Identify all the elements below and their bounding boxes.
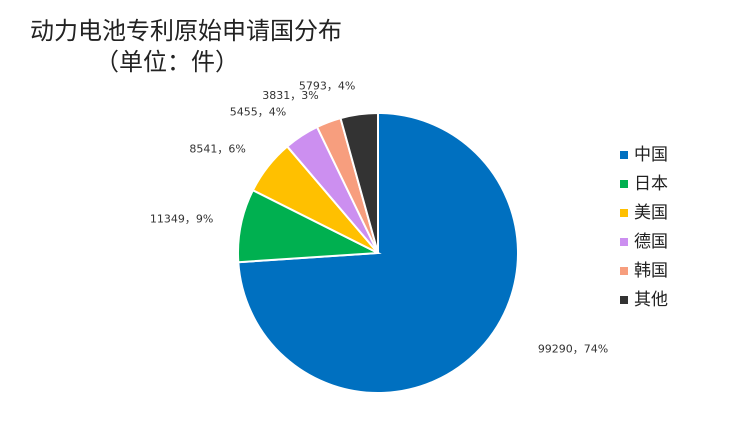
legend-label: 中国: [634, 145, 668, 165]
legend-label: 美国: [634, 203, 668, 223]
legend-marker: [620, 151, 628, 159]
data-label: 8541，6%: [189, 142, 245, 155]
legend-label: 德国: [634, 232, 668, 252]
data-label: 5793，4%: [299, 80, 355, 93]
data-label: 5455，4%: [230, 105, 286, 118]
chart-subtitle: （单位：件）: [95, 48, 239, 76]
chart-title: 动力电池专利原始申请国分布: [30, 17, 342, 45]
legend-label: 其他: [634, 290, 668, 310]
legend-marker: [620, 267, 628, 275]
data-label: 3831，3%: [262, 89, 318, 102]
pie-slice: [339, 111, 379, 254]
data-label: 99290，74%: [538, 342, 608, 355]
legend-marker: [620, 296, 628, 304]
legend-label: 日本: [634, 174, 668, 194]
legend-label: 韩国: [634, 261, 668, 281]
legend-marker: [620, 238, 628, 246]
legend-marker: [620, 180, 628, 188]
data-label: 11349，9%: [150, 213, 213, 226]
legend-marker: [620, 209, 628, 217]
